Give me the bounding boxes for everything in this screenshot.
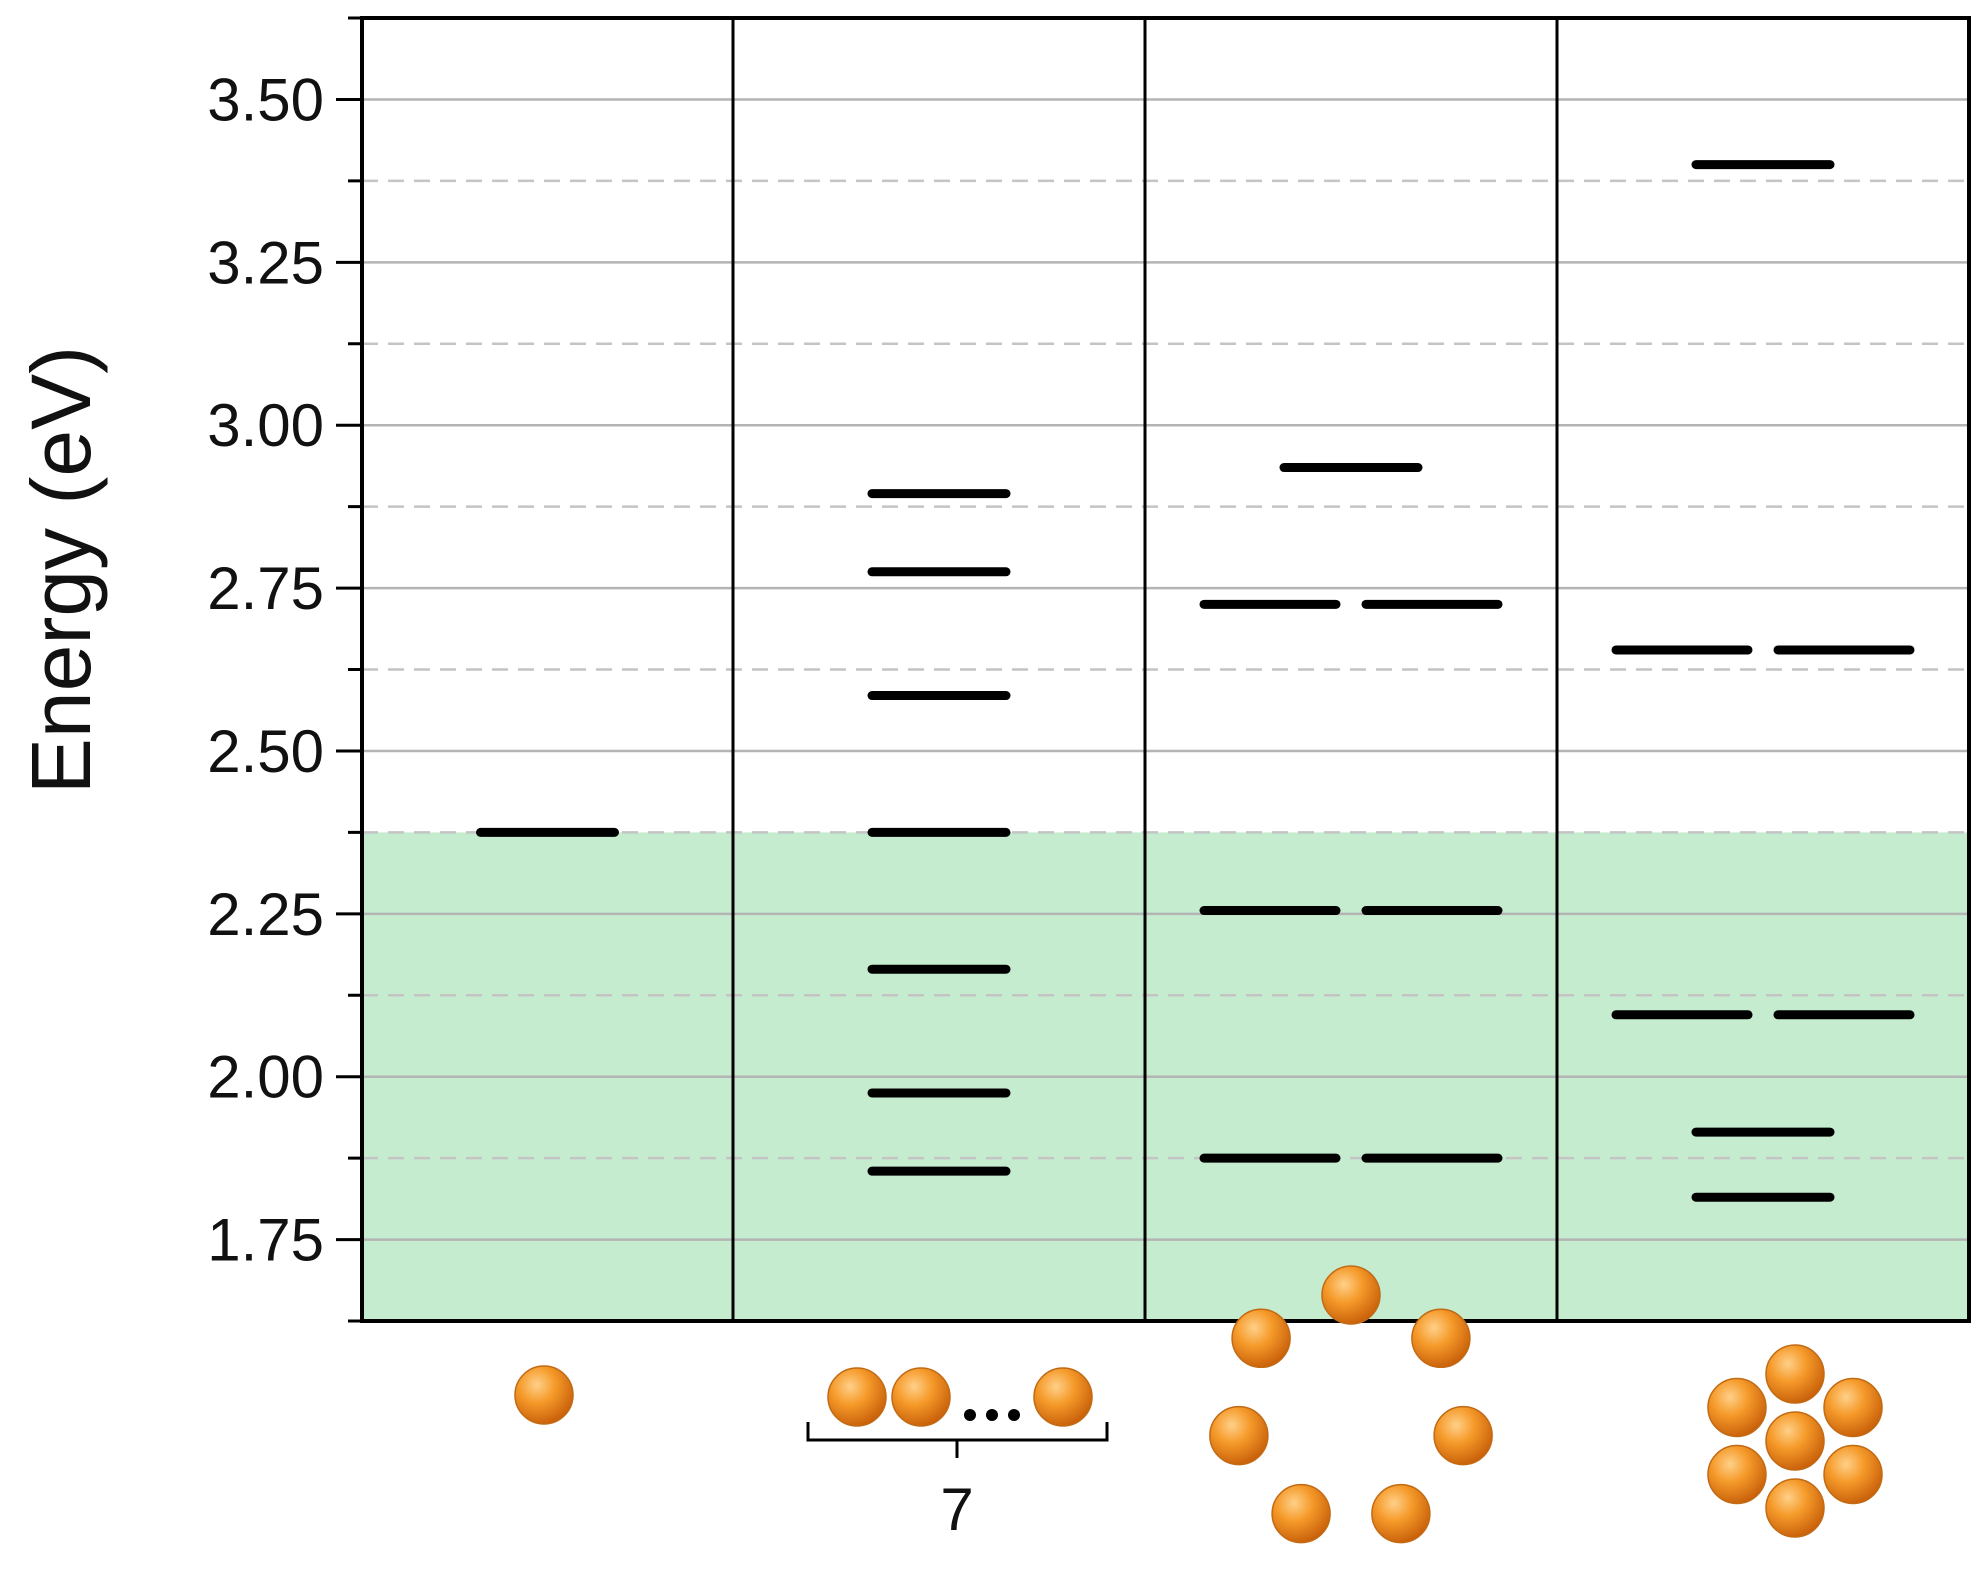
particle-sphere xyxy=(514,1365,574,1425)
particle-sphere xyxy=(827,1367,887,1427)
particle-sphere xyxy=(1765,1344,1825,1404)
plot-frame xyxy=(360,16,1971,1323)
particle-sphere xyxy=(1209,1405,1269,1466)
y-tick-label: 2.50 xyxy=(207,718,324,785)
particle-sphere xyxy=(1765,1478,1825,1538)
ellipsis-dot xyxy=(1008,1409,1020,1421)
ellipsis-dot xyxy=(986,1409,998,1421)
particle-sphere xyxy=(1707,1444,1767,1505)
chain-count-label: 7 xyxy=(940,1476,973,1543)
y-axis-title: Energy (eV) xyxy=(14,346,108,794)
y-tick-label: 3.25 xyxy=(207,229,324,296)
y-tick-label: 3.00 xyxy=(207,392,324,459)
particle-sphere xyxy=(1433,1405,1493,1466)
particle-sphere xyxy=(1823,1377,1883,1438)
particle-sphere xyxy=(1371,1483,1431,1544)
y-tick-label: 1.75 xyxy=(207,1207,324,1274)
ellipsis-dot xyxy=(964,1409,976,1421)
particle-sphere xyxy=(1707,1377,1767,1438)
y-tick-label: 2.00 xyxy=(207,1044,324,1111)
chain-count-bracket xyxy=(806,1422,1109,1458)
y-tick-label: 2.25 xyxy=(207,881,324,948)
y-tick-label: 3.50 xyxy=(207,66,324,133)
particle-sphere xyxy=(1411,1308,1471,1369)
particle-sphere xyxy=(1321,1265,1381,1325)
particle-sphere xyxy=(1271,1483,1331,1544)
particle-sphere xyxy=(1823,1444,1883,1505)
particle-sphere xyxy=(1765,1411,1825,1471)
particle-sphere xyxy=(1033,1367,1093,1427)
y-tick-label: 2.75 xyxy=(207,555,324,622)
particle-sphere xyxy=(1231,1308,1291,1369)
particle-sphere xyxy=(891,1367,951,1427)
